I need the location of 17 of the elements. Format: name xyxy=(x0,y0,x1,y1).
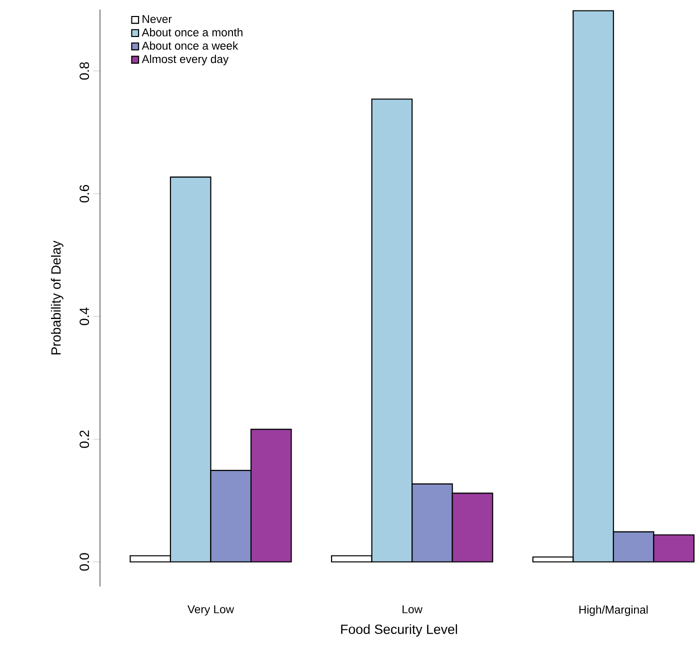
y-tick-label: 0.2 xyxy=(80,430,90,448)
x-axis-title: Food Security Level xyxy=(341,624,458,637)
legend-label: About once a week xyxy=(142,41,238,50)
bar xyxy=(572,10,614,562)
x-tick-label: Very Low xyxy=(187,605,234,616)
x-tick-label: High/Marginal xyxy=(579,605,648,616)
legend-label: Almost every day xyxy=(142,54,229,66)
y-tick-label: 0.6 xyxy=(80,184,90,202)
y-tick-label: 0.0 xyxy=(80,553,90,571)
y-tick-label: 0.4 xyxy=(80,308,90,326)
bar xyxy=(170,176,212,562)
y-tick-label: 0.8 xyxy=(80,62,90,80)
bar xyxy=(371,98,413,562)
legend-label: Never xyxy=(142,15,172,24)
y-axis-title: Probability of Delay xyxy=(50,240,64,354)
x-tick-label: Low xyxy=(402,605,423,614)
legend-label: About once a month xyxy=(142,28,242,36)
